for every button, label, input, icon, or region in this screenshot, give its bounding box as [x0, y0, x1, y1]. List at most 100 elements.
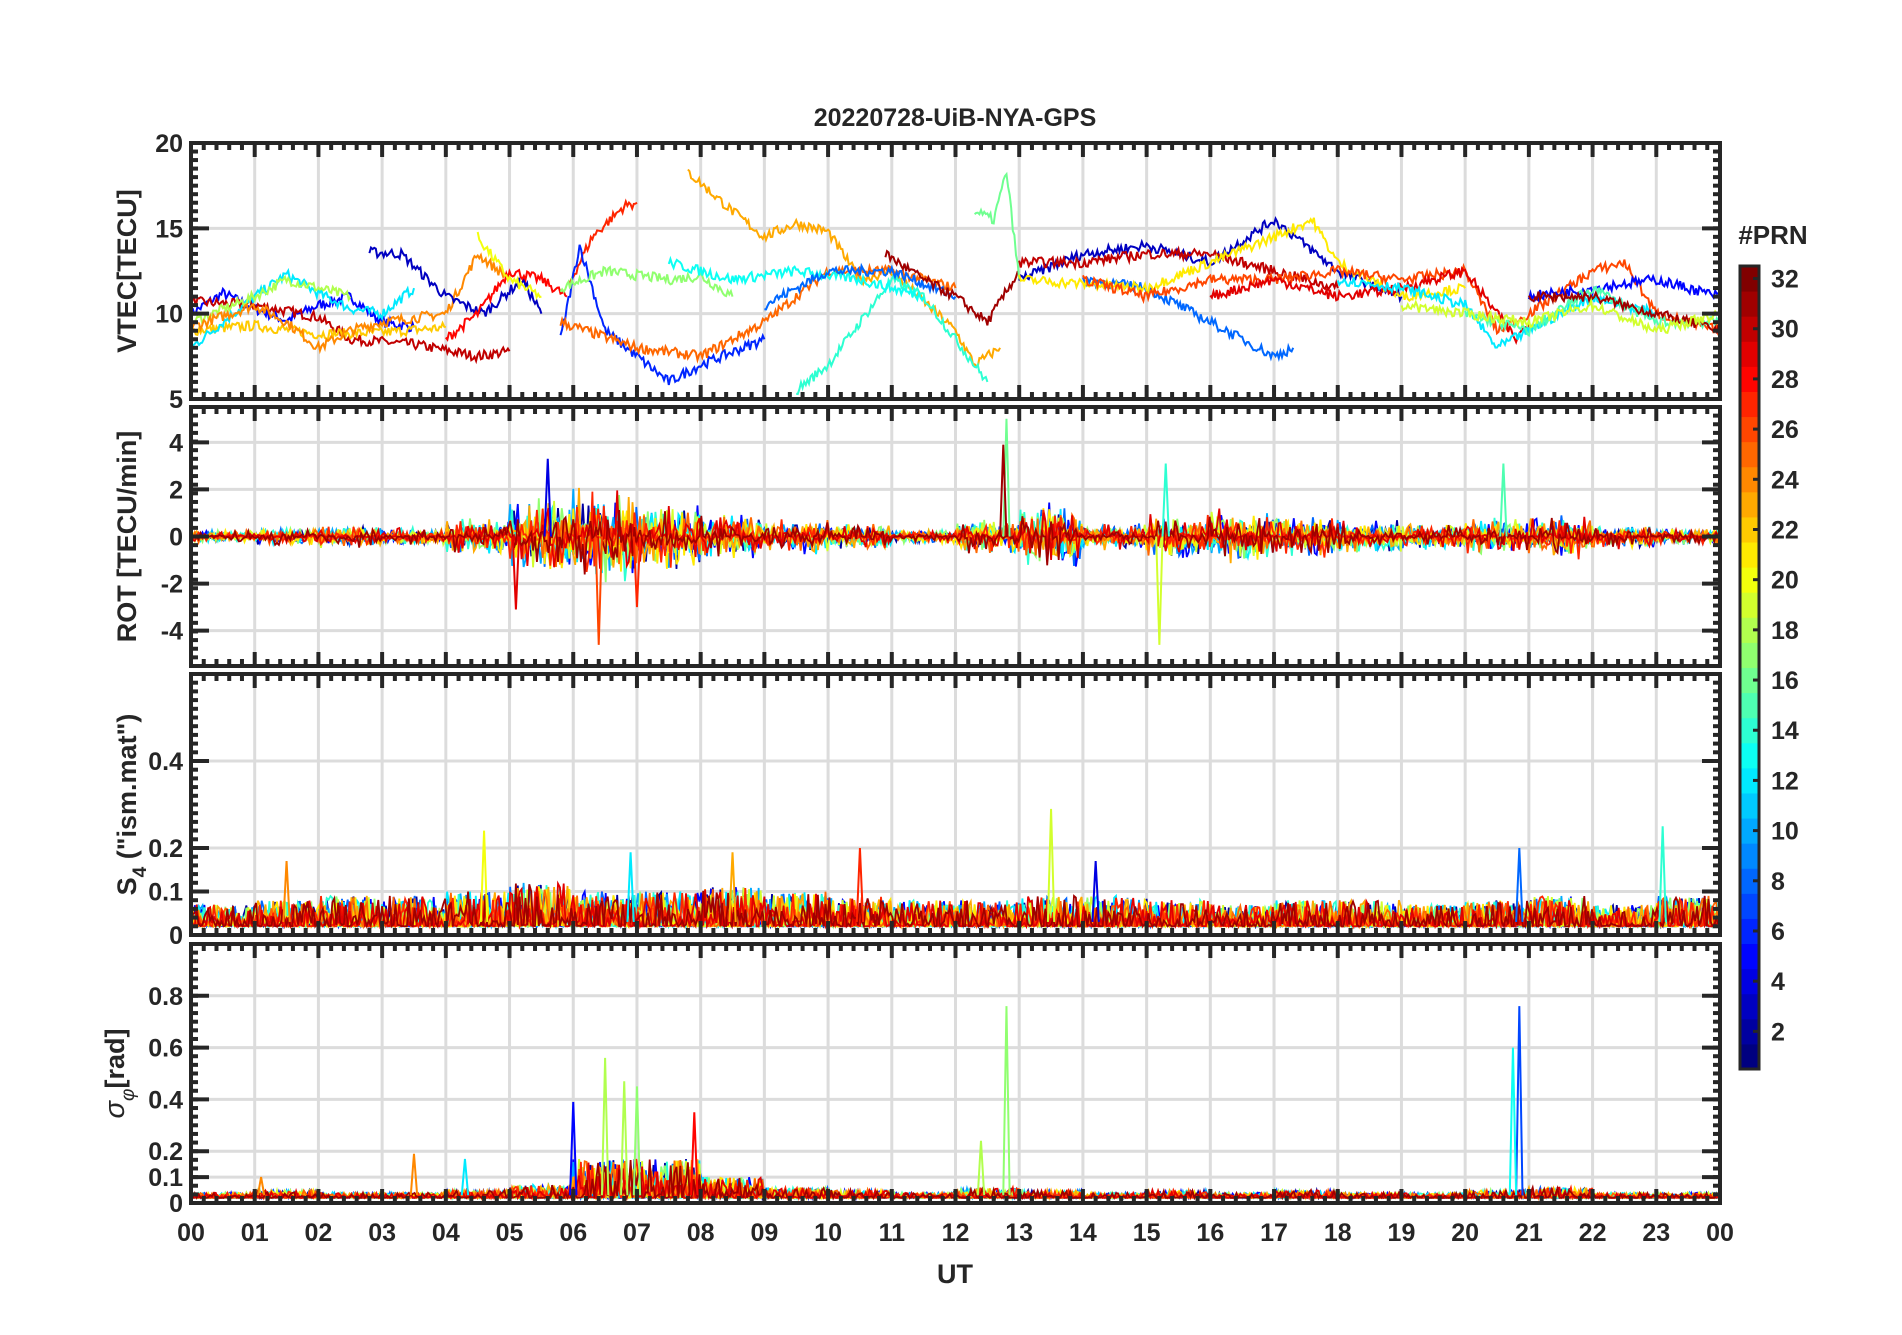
- colorbar-band: [1740, 341, 1759, 367]
- x-tick-label: 22: [1579, 1219, 1607, 1247]
- x-tick-labels: 00 01 02 03 04 05 06 07 08 09 10 11 12 13 14 15 16 17 18 19…: [177, 1219, 1734, 1247]
- peak-prn-18: [600, 1057, 610, 1196]
- y-tick-label: 2: [169, 476, 183, 504]
- y-tick-label: 10: [155, 301, 183, 329]
- x-tick-label: 08: [687, 1219, 715, 1247]
- series-line-prn-16: [974, 171, 1021, 280]
- colorbar-band: [1740, 692, 1759, 719]
- y-tick-label: 4: [169, 429, 183, 457]
- x-tick-label: 00: [177, 1219, 205, 1247]
- y-label-subscript: φ: [118, 1089, 139, 1101]
- colorbar-tick-label: 26: [1771, 416, 1799, 444]
- y-tick-label: 0: [169, 1190, 183, 1218]
- colorbar-band: [1740, 291, 1759, 317]
- x-tick-label: 02: [305, 1219, 333, 1247]
- x-tick-label: 05: [496, 1219, 524, 1247]
- colorbar-band: [1740, 818, 1759, 844]
- colorbar-tick-label: 28: [1771, 366, 1799, 394]
- series-line-prn-31: [191, 509, 1719, 575]
- colorbar-band: [1740, 1018, 1759, 1045]
- colorbar-tick-label: 32: [1771, 266, 1799, 294]
- x-tick-label: 21: [1515, 1219, 1543, 1247]
- peak-prn-27: [855, 847, 865, 922]
- y-tick-label: 0.8: [148, 983, 183, 1011]
- colorbar-band: [1740, 266, 1759, 292]
- series-line-prn-8: [764, 262, 957, 311]
- x-tick-label: 17: [1260, 1219, 1288, 1247]
- series-line-prn-29: [1209, 265, 1530, 345]
- colorbar-band: [1740, 1043, 1759, 1070]
- peak-prn-20: [479, 830, 489, 922]
- panel-s4: 00.10.20.4S4 ("ism.mat"): [112, 672, 1722, 950]
- y-tick-label: 0: [169, 922, 183, 950]
- y-label-rest: ("ism.mat"): [112, 714, 142, 867]
- series-line-prn-26: [1082, 259, 1720, 336]
- colorbar-tick-label: 20: [1771, 567, 1799, 595]
- x-tick-label: 13: [1005, 1219, 1033, 1247]
- series-line-prn-24: [191, 252, 511, 355]
- peak-prn-12: [460, 1158, 470, 1196]
- series-line-prn-31: [1527, 289, 1720, 334]
- peak-prn-5: [569, 1101, 578, 1196]
- x-tick-label: 06: [559, 1219, 587, 1247]
- y-tick-label: 15: [155, 215, 183, 243]
- peak-prn-19: [1155, 536, 1164, 645]
- colorbar-band: [1740, 968, 1759, 995]
- colorbar-tick-label: 30: [1771, 316, 1799, 344]
- panel-rot: -4 -2 0 2 4 ROT [TECU/min]: [112, 405, 1722, 668]
- panel-sigma_phi: 00.10.2 0.4 0.6 0.8 σφ[rad]: [99, 942, 1722, 1218]
- peak-prn-26: [594, 536, 603, 645]
- chart-title: 20220728-UiB-NYA-GPS: [814, 104, 1097, 132]
- colorbar-tick-label: 18: [1771, 617, 1799, 645]
- x-tick-label: 14: [1069, 1219, 1097, 1247]
- x-tick-label: 03: [368, 1219, 396, 1247]
- series-line-prn-27: [566, 198, 638, 285]
- series-line-prn-13: [667, 255, 925, 303]
- series-line-prn-12: [191, 267, 415, 351]
- y-tick-label: 20: [155, 130, 183, 158]
- colorbar-band: [1740, 316, 1759, 342]
- y-label-main: S: [112, 877, 142, 895]
- y-tick-label: 0.1: [148, 879, 183, 907]
- series-group: [191, 418, 1719, 645]
- x-tick-label: 20: [1451, 1219, 1479, 1247]
- panel-vtec: 5 10 15 20 VTEC[TECU]: [112, 130, 1722, 414]
- colorbar-band: [1740, 567, 1759, 593]
- peak-prn-15: [1499, 463, 1508, 537]
- series-line-prn-17: [559, 265, 734, 298]
- peak-prn-19: [1046, 808, 1056, 922]
- y-label-subscript: 4: [130, 866, 151, 877]
- colorbar-frame: [1738, 264, 1761, 1071]
- colorbar-band: [1740, 667, 1759, 694]
- colorbar-band: [1740, 918, 1759, 945]
- y-axis-label: S4 ("ism.mat"): [112, 714, 151, 896]
- series-line-prn-19: [1400, 297, 1720, 335]
- series-line-prn-12: [1336, 277, 1657, 349]
- y-tick-label: 0.4: [148, 748, 183, 776]
- colorbar-band: [1740, 366, 1759, 392]
- x-tick-label: 07: [623, 1219, 651, 1247]
- y-tick-label: 0: [169, 524, 183, 552]
- y-tick-label: 0.2: [148, 835, 183, 863]
- y-axis-label: VTEC[TECU]: [112, 189, 142, 353]
- series-line-prn-14: [796, 272, 989, 396]
- series-line-prn-28: [445, 268, 568, 342]
- peak-prn-12: [626, 852, 635, 922]
- peak-prn-31: [999, 444, 1008, 537]
- x-tick-label: 09: [750, 1219, 778, 1247]
- colorbar-band: [1740, 466, 1759, 493]
- peak-prn-8: [1515, 847, 1524, 922]
- colorbar-tick-label: 14: [1771, 717, 1799, 745]
- colorbar-band: [1740, 516, 1759, 543]
- colorbar-band: [1740, 642, 1759, 668]
- x-axis-label: UT: [937, 1259, 973, 1289]
- peak-prn-27: [632, 536, 642, 608]
- y-tick-label: -2: [161, 571, 183, 599]
- x-tick-label: 00: [1706, 1219, 1734, 1247]
- colorbar-tick-label: 16: [1771, 667, 1799, 695]
- y-tick-label: 0.1: [148, 1164, 183, 1192]
- series-line-prn-25: [559, 262, 957, 364]
- x-tick-label: 19: [1388, 1219, 1416, 1247]
- colorbar-tick-label: 10: [1771, 818, 1799, 846]
